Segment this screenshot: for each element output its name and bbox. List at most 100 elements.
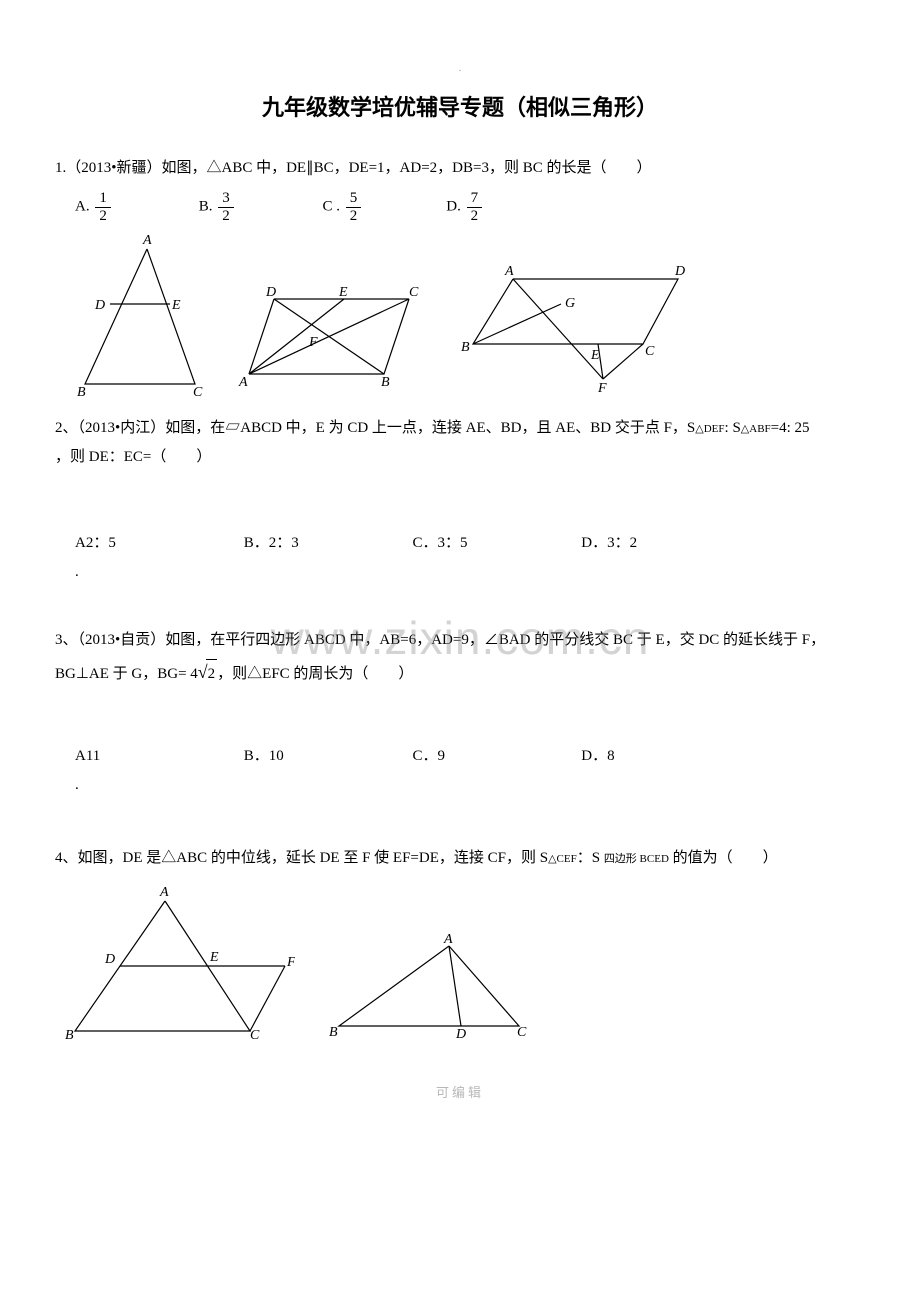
- q2-options: A2：5. B．2：3 C．3：5 D．3：2: [75, 529, 865, 586]
- q3Cval: 9: [438, 748, 446, 764]
- optA-label: A.: [75, 199, 90, 215]
- q1-fracB: 32: [218, 190, 234, 224]
- lblA2: A: [238, 375, 248, 390]
- q2-optB: B．2：3: [244, 529, 409, 558]
- lblA3: A: [504, 264, 514, 279]
- q2-part2: ，则 DE：EC=（ ）: [55, 449, 211, 465]
- q4lblA: A: [159, 885, 169, 900]
- lblD3: D: [674, 264, 685, 279]
- optD-label: D.: [446, 199, 461, 215]
- q4f2A: A: [443, 932, 453, 947]
- q4f2D: D: [455, 1027, 466, 1041]
- q3-pre: BG⊥AE 于 G，BG= 4: [55, 666, 198, 682]
- q2-mid1: : S: [725, 420, 741, 436]
- optB-label: B.: [199, 199, 213, 215]
- q2-part1: 2、（2013•内江）如图，在▱ABCD 中，E 为 CD 上一点，连接 AE、…: [55, 420, 695, 436]
- q3Dlabel: D．: [581, 748, 607, 764]
- q3Bval: 10: [269, 748, 284, 764]
- q4f2B: B: [329, 1025, 338, 1040]
- q3-optA: A11.: [75, 742, 240, 799]
- q1-options: A. 12 B. 32 C . 52 D. 72: [75, 190, 865, 224]
- q4-text: 4、如图，DE 是△ABC 的中位线，延长 DE 至 F 使 EF=DE，连接 …: [55, 844, 865, 873]
- q4-mid1: ：S: [577, 850, 604, 866]
- q3Clabel: C．: [413, 748, 438, 764]
- q3-part1: 3、（2013•自贡）如图，在平行四边形 ABCD 中，AB=6，AD=9，∠B…: [55, 632, 825, 648]
- q2-optD: D．3：2: [581, 529, 746, 558]
- q2Dlabel: D．: [581, 535, 607, 551]
- q1-fracA: 12: [95, 190, 111, 224]
- q3Blabel: B．: [244, 748, 269, 764]
- q3-sqrt: 2: [206, 659, 218, 689]
- q2Bval: 2：3: [269, 535, 299, 551]
- denB: 2: [218, 208, 234, 225]
- q3-optD: D．8: [581, 742, 746, 771]
- q2-optC: C．3：5: [413, 529, 578, 558]
- page-title: 九年级数学培优辅导专题（相似三角形）: [55, 87, 865, 129]
- q1-optD: D. 72: [446, 190, 566, 224]
- q2Blabel: B．: [244, 535, 269, 551]
- lblE2: E: [338, 285, 348, 300]
- q3-optB: B．10: [244, 742, 409, 771]
- top-marker: .: [55, 60, 865, 77]
- q1-optC: C . 52: [323, 190, 443, 224]
- q1-fig1: A D E B C: [55, 229, 210, 399]
- optC-label: C .: [323, 199, 341, 215]
- q4lblD: D: [104, 952, 115, 967]
- q1-fracD: 72: [467, 190, 483, 224]
- lblA: A: [142, 233, 152, 248]
- q2-sub2: △ABF: [741, 423, 771, 435]
- denC: 2: [346, 208, 362, 225]
- q4-part1: 4、如图，DE 是△ABC 的中位线，延长 DE 至 F 使 EF=DE，连接 …: [55, 850, 548, 866]
- lblC: C: [193, 385, 203, 399]
- q4-sub1: △CEF: [548, 853, 577, 865]
- q4-fig2: A B D C: [319, 931, 539, 1041]
- q3-optC: C．9: [413, 742, 578, 771]
- q4lblB: B: [65, 1028, 74, 1041]
- q4f2C: C: [517, 1025, 527, 1040]
- denD: 2: [467, 208, 483, 225]
- q2Clabel: C．: [413, 535, 438, 551]
- q1-text: 1.（2013•新疆）如图，△ABC 中，DE∥BC，DE=1，AD=2，DB=…: [55, 154, 865, 183]
- lblF3: F: [597, 381, 607, 396]
- q2-mid2: =4: 25: [771, 420, 810, 436]
- q2Aval: 2：5: [86, 535, 116, 551]
- lblC2: C: [409, 285, 419, 300]
- q4-fig1: A D E F B C: [55, 881, 295, 1041]
- footer-text: 可编辑: [55, 1081, 865, 1106]
- lblB2: B: [381, 375, 390, 390]
- lblF2: F: [308, 335, 318, 350]
- q4lblC: C: [250, 1028, 260, 1041]
- numB: 3: [218, 190, 234, 208]
- lblEe3: E: [590, 348, 600, 363]
- q3-options: A11. B．10 C．9 D．8: [75, 742, 865, 799]
- q4-figures: A D E F B C A B D C: [55, 881, 865, 1041]
- q4-tail: 的值为（ ）: [669, 850, 778, 866]
- q3Alabel: A: [75, 748, 86, 764]
- lblE: E: [171, 298, 181, 313]
- q1-optA: A. 12: [75, 190, 195, 224]
- q4lblF: F: [286, 955, 295, 970]
- lblB3: B: [461, 340, 470, 355]
- lblC3: C: [645, 344, 655, 359]
- q3Dval: 8: [607, 748, 615, 764]
- q3Aval: 11: [86, 748, 100, 764]
- q3-post: ，则△EFC 的周长为（ ）: [217, 666, 413, 682]
- q2-text: 2、（2013•内江）如图，在▱ABCD 中，E 为 CD 上一点，连接 AE、…: [55, 414, 865, 471]
- q4-sub2: 四边形 BCED: [604, 853, 669, 865]
- q2Cval: 3：5: [438, 535, 468, 551]
- numD: 7: [467, 190, 483, 208]
- q2Alabel: A: [75, 535, 86, 551]
- denA: 2: [95, 208, 111, 225]
- lblG3: G: [565, 296, 575, 311]
- q2-sub1: △DEF: [695, 423, 724, 435]
- q1-optB: B. 32: [199, 190, 319, 224]
- lblD: D: [94, 298, 105, 313]
- q2Dval: 3：2: [607, 535, 637, 551]
- lblB: B: [77, 385, 86, 399]
- q2Adot: .: [75, 564, 79, 580]
- lblD2: D: [265, 285, 276, 300]
- q3-text: 3、（2013•自贡）如图，在平行四边形 ABCD 中，AB=6，AD=9，∠B…: [55, 626, 865, 689]
- q1-fig2: D E C A F B: [229, 274, 429, 394]
- numC: 5: [346, 190, 362, 208]
- numA: 1: [95, 190, 111, 208]
